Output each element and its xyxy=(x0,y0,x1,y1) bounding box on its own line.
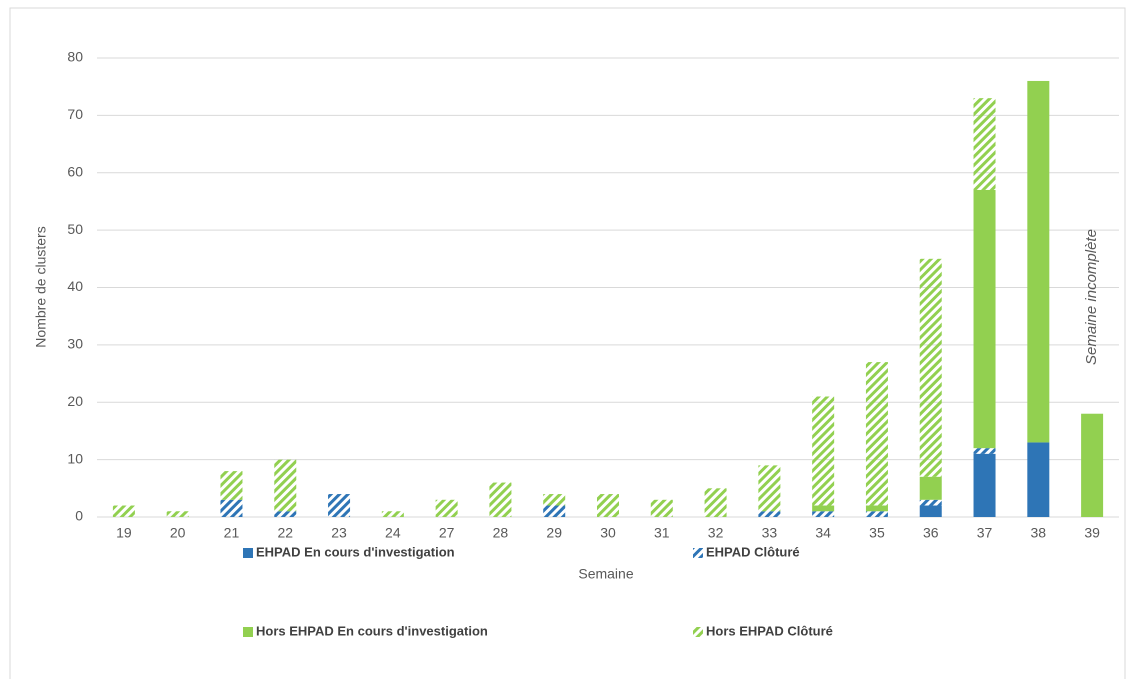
x-tick-label: 20 xyxy=(170,525,186,541)
x-tick-label: 21 xyxy=(224,525,240,541)
legend-label: EHPAD En cours d'investigation xyxy=(256,544,455,559)
bar-segment xyxy=(919,476,942,500)
bar-segment xyxy=(543,494,566,506)
x-tick-label: 23 xyxy=(331,525,347,541)
x-tick-label: 30 xyxy=(600,525,616,541)
legend-label: Hors EHPAD En cours d'investigation xyxy=(256,623,488,638)
annotation: Semaine incomplète xyxy=(1083,229,1100,365)
x-tick-label: 34 xyxy=(815,525,831,541)
bar-segment xyxy=(650,499,673,517)
bar-segment xyxy=(919,499,942,506)
bar-segment xyxy=(865,511,888,517)
bar-segment xyxy=(489,482,512,517)
legend-swatch xyxy=(243,548,253,558)
y-tick-label: 40 xyxy=(67,278,83,294)
y-axis-title: Nombre de clusters xyxy=(33,226,49,347)
legend-label: EHPAD Clôturé xyxy=(706,544,800,559)
bar-segment xyxy=(274,511,297,517)
bar-segment xyxy=(758,511,781,517)
y-tick-label: 80 xyxy=(67,49,83,65)
chart-frame xyxy=(9,7,1126,684)
bar-segment xyxy=(758,465,781,512)
x-tick-label: 39 xyxy=(1084,525,1100,541)
legend-label: Hors EHPAD Clôturé xyxy=(706,623,833,638)
y-tick-label: 0 xyxy=(75,508,83,524)
bar-segment xyxy=(112,505,135,517)
y-tick-label: 10 xyxy=(67,450,83,466)
bar-segment xyxy=(328,494,351,517)
bar-segment xyxy=(381,511,404,517)
bar-segment xyxy=(973,453,996,517)
legend-swatch xyxy=(693,627,703,637)
bar-segment xyxy=(274,459,297,512)
bar-segment xyxy=(812,396,835,506)
bar-segment xyxy=(1027,80,1050,443)
x-tick-label: 29 xyxy=(546,525,562,541)
x-tick-label: 22 xyxy=(277,525,293,541)
bar-segment xyxy=(865,505,888,512)
bar-segment xyxy=(1027,442,1050,517)
x-tick-label: 32 xyxy=(708,525,724,541)
y-tick-label: 60 xyxy=(67,163,83,179)
x-tick-label: 24 xyxy=(385,525,401,541)
bar-segment xyxy=(973,448,996,454)
x-tick-label: 35 xyxy=(869,525,885,541)
x-axis-title: Semaine xyxy=(578,566,633,582)
x-tick-label: 19 xyxy=(116,525,132,541)
bar-segment xyxy=(220,471,243,500)
x-tick-label: 28 xyxy=(493,525,509,541)
x-tick-label: 37 xyxy=(977,525,993,541)
bar-segment xyxy=(919,258,942,477)
x-tick-label: 36 xyxy=(923,525,939,541)
bar-segment xyxy=(1081,413,1104,517)
bar-segment xyxy=(166,511,189,517)
x-tick-label: 31 xyxy=(654,525,670,541)
bar-segment xyxy=(435,499,458,517)
y-tick-label: 20 xyxy=(67,393,83,409)
bar-segment xyxy=(865,362,888,506)
y-tick-label: 50 xyxy=(67,221,83,237)
bar-segment xyxy=(919,505,942,517)
y-tick-label: 70 xyxy=(67,106,83,122)
bar-segment xyxy=(543,505,566,517)
x-tick-label: 38 xyxy=(1031,525,1047,541)
legend-swatch xyxy=(693,548,703,558)
x-tick-label: 27 xyxy=(439,525,455,541)
bar-segment xyxy=(704,488,727,517)
bar-segment xyxy=(973,98,996,190)
bar-segment xyxy=(220,499,243,517)
bar-segment xyxy=(973,189,996,449)
bar-segment xyxy=(597,494,619,517)
bar-segment xyxy=(812,511,835,517)
y-tick-label: 30 xyxy=(67,336,83,352)
bar-segment xyxy=(812,505,835,512)
legend-swatch xyxy=(243,627,253,637)
x-tick-label: 33 xyxy=(762,525,778,541)
